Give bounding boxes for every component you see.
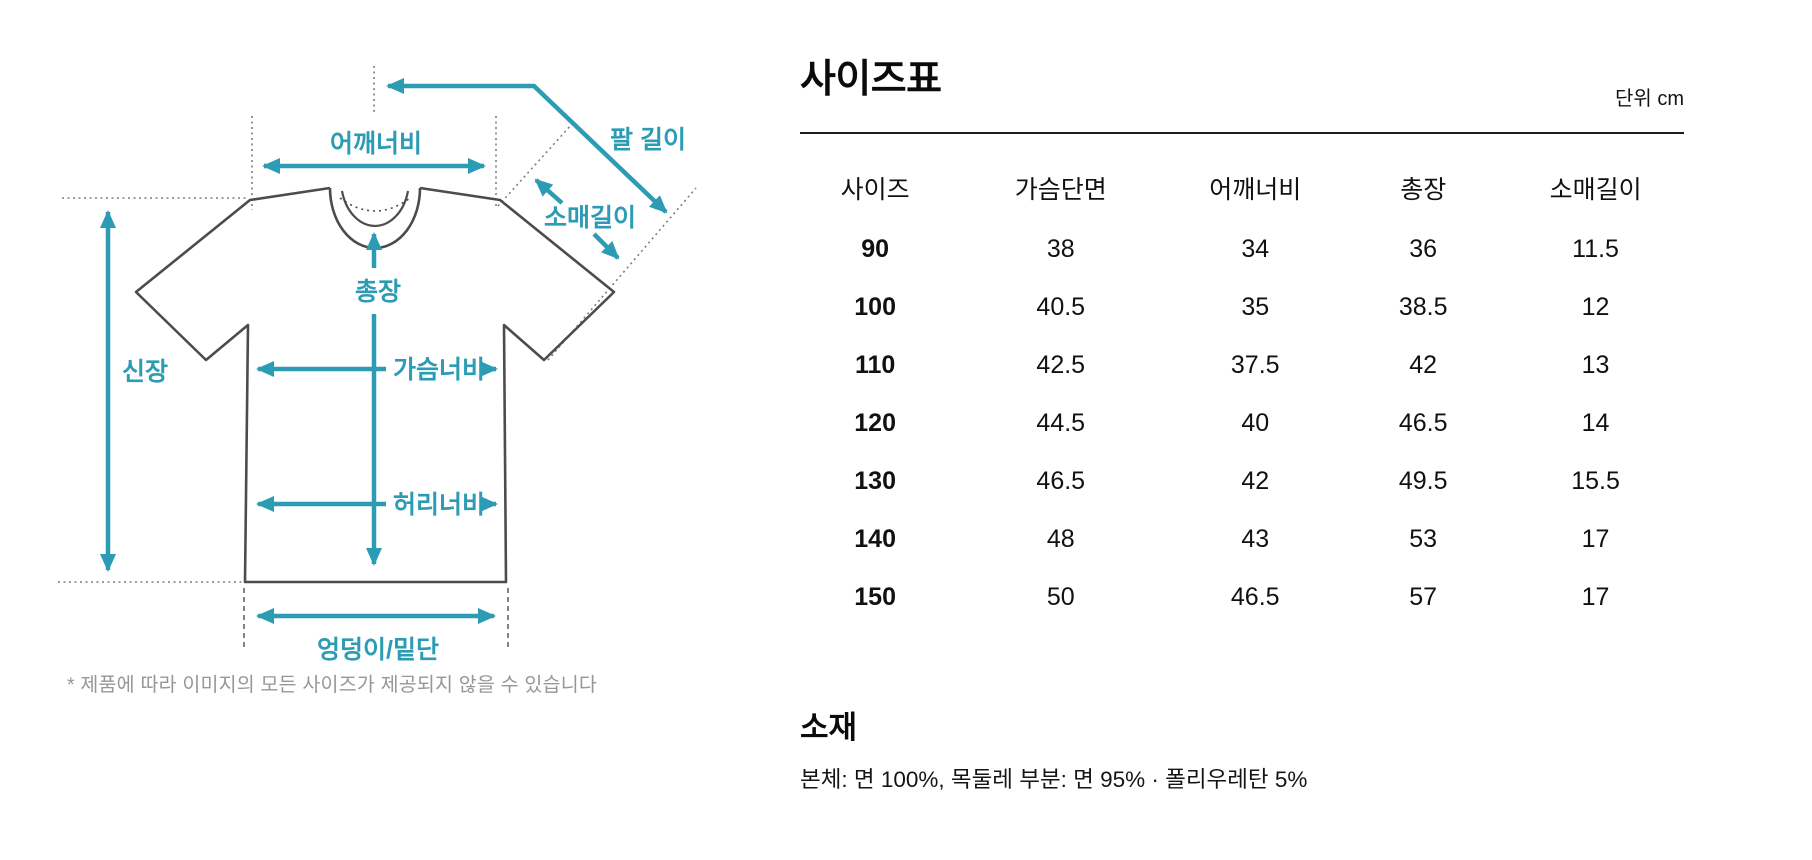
size-table-header-row: 사이즈 가슴단면 어깨너비 총장 소매길이 — [800, 156, 1684, 220]
value-cell: 49.5 — [1398, 466, 1448, 495]
size-table-title: 사이즈표 — [800, 58, 942, 101]
table-row: 110 42.5 37.5 42 13 — [800, 336, 1684, 394]
size-cell: 100 — [854, 292, 896, 321]
value-cell: 17 — [1581, 582, 1610, 611]
value-cell: 15.5 — [1571, 466, 1620, 495]
shoulder-width-label: 어깨너비 — [330, 130, 422, 158]
value-cell: 43 — [1241, 524, 1270, 553]
sleeve-length-label: 소매길이 — [544, 204, 636, 232]
column-header: 소매길이 — [1549, 176, 1642, 204]
size-table: 사이즈 가슴단면 어깨너비 총장 소매길이 90 38 34 36 11.5 100 40.5 35 3… — [800, 156, 1684, 626]
column-header: 총장 — [1400, 176, 1447, 204]
value-cell: 46.5 — [1230, 582, 1280, 611]
value-cell: 34 — [1241, 234, 1270, 263]
column-header: 어깨너비 — [1209, 176, 1302, 204]
value-cell: 11.5 — [1572, 234, 1619, 263]
arm-length-arrow — [386, 78, 668, 214]
unit-label: 단위 cm — [1614, 88, 1684, 110]
size-cell: 150 — [854, 582, 896, 611]
total-length-label: 총장 — [355, 278, 401, 306]
table-row: 120 44.5 40 46.5 14 — [800, 394, 1684, 452]
size-cell: 110 — [854, 350, 896, 379]
material-heading: 소재 — [800, 710, 858, 745]
hem-guides — [243, 588, 509, 650]
value-cell: 50 — [1046, 582, 1075, 611]
table-row: 90 38 34 36 11.5 — [800, 220, 1684, 278]
hip-hem-label: 엉덩이/밑단 — [317, 636, 439, 664]
size-cell: 90 — [861, 234, 890, 263]
value-cell: 17 — [1581, 524, 1610, 553]
column-header: 사이즈 — [840, 176, 910, 204]
value-cell: 14 — [1581, 408, 1610, 437]
diagram-footnote: * 제품에 따라 이미지의 모든 사이즈가 제공되지 않을 수 있습니다 — [67, 674, 597, 696]
waist-width-label: 허리너비 — [393, 491, 485, 519]
table-row: 140 48 43 53 17 — [800, 510, 1684, 568]
table-row: 150 50 46.5 57 17 — [800, 568, 1684, 626]
size-cell: 120 — [854, 408, 896, 437]
value-cell: 42 — [1409, 350, 1438, 379]
chest-width-label: 가슴너비 — [393, 356, 485, 384]
value-cell: 13 — [1581, 350, 1610, 379]
value-cell: 12 — [1581, 292, 1610, 321]
value-cell: 40.5 — [1036, 292, 1086, 321]
title-divider — [800, 132, 1684, 134]
value-cell: 40 — [1241, 408, 1270, 437]
material-description: 본체: 면 100%, 목둘레 부분: 면 95% · 폴리우레탄 5% — [800, 767, 1308, 792]
tshirt-measurement-diagram: 신장 어깨너비 팔 길이 소매길이 총장 가슴너비 허리너비 엉덩이/밑단 — [58, 66, 697, 664]
size-cell: 130 — [854, 466, 896, 495]
arm-length-label: 팔 길이 — [610, 126, 686, 154]
value-cell: 48 — [1046, 524, 1075, 553]
table-row: 130 46.5 42 49.5 15.5 — [800, 452, 1684, 510]
value-cell: 42 — [1241, 466, 1270, 495]
size-table-body: 90 38 34 36 11.5 100 40.5 35 38.5 12 110 42.5 37.5 42… — [800, 220, 1684, 626]
value-cell: 35 — [1241, 292, 1270, 321]
value-cell: 44.5 — [1036, 408, 1086, 437]
column-header: 가슴단면 — [1014, 176, 1107, 204]
sleeve-length-arrow-lower — [592, 232, 620, 260]
size-cell: 140 — [854, 524, 896, 553]
value-cell: 46.5 — [1398, 408, 1448, 437]
value-cell: 37.5 — [1230, 350, 1280, 379]
value-cell: 57 — [1409, 582, 1438, 611]
height-label: 신장 — [122, 358, 168, 386]
sleeve-length-arrow-upper — [534, 178, 564, 205]
value-cell: 42.5 — [1036, 350, 1086, 379]
value-cell: 36 — [1409, 234, 1438, 263]
value-cell: 46.5 — [1036, 466, 1086, 495]
value-cell: 53 — [1409, 524, 1438, 553]
value-cell: 38.5 — [1398, 292, 1448, 321]
value-cell: 38 — [1046, 234, 1075, 263]
table-row: 100 40.5 35 38.5 12 — [800, 278, 1684, 336]
